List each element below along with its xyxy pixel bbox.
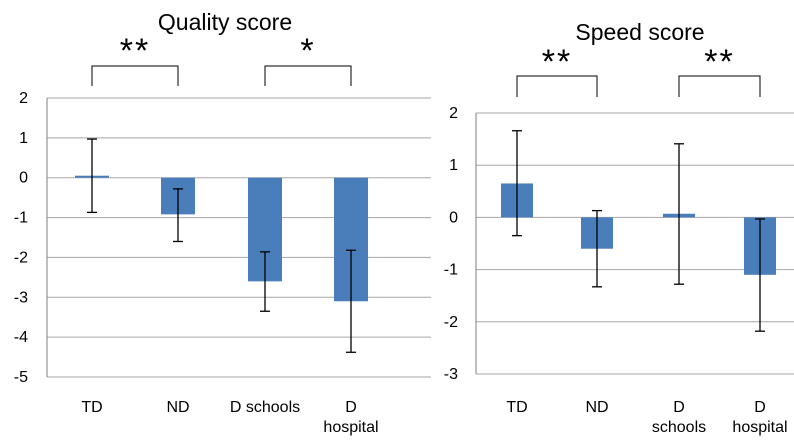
y-tick-label: 0: [19, 170, 28, 187]
significance-label: **: [120, 32, 150, 70]
category-label: D: [673, 399, 685, 416]
category-label: hospital: [732, 419, 787, 436]
significance-bracket: [678, 75, 761, 97]
y-tick-label: -2: [14, 249, 28, 266]
y-tick-label: 1: [449, 157, 458, 174]
category-label: schools: [652, 419, 706, 436]
y-tick-label: -2: [444, 314, 458, 331]
y-tick-label: -1: [444, 262, 458, 279]
y-tick-label: -3: [14, 289, 28, 306]
significance-label: **: [542, 43, 572, 81]
category-label: TD: [506, 399, 527, 416]
significance-bracket: [264, 65, 352, 86]
chart-1: Quality score 2 1 0 -1 -2 -3 -4 -5 TD ND D schools D…: [14, 9, 431, 436]
category-label: ND: [585, 399, 608, 416]
y-tick-label: -3: [444, 366, 458, 383]
significance-label: *: [300, 32, 315, 70]
significance-bracket: [91, 65, 179, 86]
category-label: D schools: [230, 399, 300, 416]
y-tick-label: -5: [14, 369, 28, 386]
y-tick-label: 1: [19, 130, 28, 147]
significance-label: **: [704, 43, 734, 81]
y-tick-label: 0: [449, 209, 458, 226]
category-label: ND: [166, 399, 189, 416]
y-tick-label: 2: [19, 90, 28, 107]
y-tick-label: -4: [14, 329, 28, 346]
category-label: D: [754, 399, 766, 416]
chart-title: Speed score: [575, 19, 704, 45]
category-label: hospital: [323, 419, 378, 436]
chart-title: Quality score: [158, 9, 292, 35]
category-label: D: [345, 399, 357, 416]
y-tick-label: 2: [449, 105, 458, 122]
category-label: TD: [81, 399, 102, 416]
significance-bracket: [516, 75, 598, 97]
y-tick-label: -1: [14, 210, 28, 227]
